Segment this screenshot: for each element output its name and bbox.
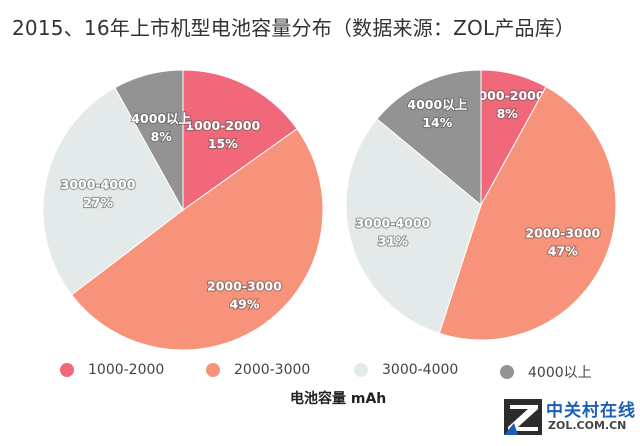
slice-category-label: 3000-4000 (61, 177, 136, 192)
slice-category-label: 3000-4000 (355, 216, 430, 231)
pie-slice-4000以上[interactable] (114, 69, 184, 212)
pie-slice-1000-2000[interactable] (182, 69, 298, 211)
legend-label: 2000-3000 (234, 362, 311, 378)
slice-percent-label: 31% (378, 234, 408, 249)
slice-percent-label: 8% (151, 129, 173, 144)
slice-percent-label: 49% (229, 296, 259, 311)
legend: 1000-2000 2000-3000 3000-4000 4000以上 (0, 362, 640, 386)
slice-percent-label: 14% (422, 115, 452, 130)
pie-slice-3000-4000[interactable] (345, 118, 482, 335)
pie-slice-2000-3000[interactable] (70, 128, 324, 351)
pie-slice-2000-3000[interactable] (438, 86, 617, 341)
slice-percent-label: 15% (208, 136, 238, 151)
legend-swatch (206, 363, 220, 377)
legend-label: 1000-2000 (88, 362, 165, 378)
legend-item-1000-2000[interactable]: 1000-2000 (60, 362, 164, 378)
slice-category-label: 4000以上 (131, 111, 191, 126)
slice-category-label: 2000-3000 (207, 278, 282, 293)
pie-slice-4000以上[interactable] (376, 69, 482, 207)
legend-label: 3000-4000 (382, 362, 459, 378)
watermark-url: ZOL.COM.CN (548, 419, 627, 432)
legend-swatch (354, 363, 368, 377)
x-axis-label: 电池容量 mAh (290, 391, 387, 407)
watermark-name: 中关村在线 (546, 401, 636, 421)
pie-slice-3000-4000[interactable] (42, 86, 184, 296)
slice-category-label: 1000-2000 (470, 88, 545, 103)
slice-percent-label: 47% (548, 243, 578, 258)
slice-percent-label: 27% (83, 195, 113, 210)
zol-logo-icon (504, 399, 542, 435)
legend-swatch (500, 365, 514, 379)
legend-item-2000-3000[interactable]: 2000-3000 (206, 362, 310, 378)
slice-percent-label: 8% (497, 106, 519, 121)
legend-item-4000-plus[interactable]: 4000以上 (500, 362, 592, 382)
legend-swatch (60, 363, 74, 377)
chart-title: 2015、16年上市机型电池容量分布（数据来源：ZOL产品库） (12, 16, 576, 40)
pie-chart-2: 1000-2000 8% 2000-3000 47% 3000-4000 31% 4000以… (345, 69, 617, 341)
slice-category-label: 1000-2000 (185, 118, 260, 133)
zol-watermark: 中关村在线 ZOL.COM.CN (500, 393, 640, 446)
pie-charts: 1000-2000 15% 2000-3000 49% 3000-4000 27% 4000… (42, 69, 617, 351)
slice-category-label: 2000-3000 (525, 225, 600, 240)
pie-chart-1: 1000-2000 15% 2000-3000 49% 3000-4000 27% 4000… (42, 69, 324, 351)
legend-item-3000-4000[interactable]: 3000-4000 (354, 362, 458, 378)
legend-label: 4000以上 (528, 365, 592, 381)
slice-category-label: 4000以上 (407, 97, 467, 112)
